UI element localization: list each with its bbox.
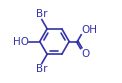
Text: OH: OH [82, 25, 98, 35]
Text: O: O [82, 49, 90, 59]
Text: HO: HO [13, 37, 29, 46]
Text: Br: Br [36, 9, 48, 19]
Text: Br: Br [36, 64, 48, 74]
